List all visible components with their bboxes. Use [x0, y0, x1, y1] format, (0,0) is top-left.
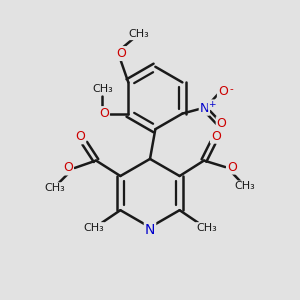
Text: CH₃: CH₃ [128, 29, 149, 39]
Text: O: O [211, 130, 221, 143]
Text: N: N [145, 223, 155, 237]
Text: CH₃: CH₃ [92, 84, 113, 94]
Text: CH₃: CH₃ [83, 223, 104, 233]
Text: +: + [208, 100, 216, 109]
Text: O: O [63, 161, 73, 175]
Text: O: O [227, 160, 237, 174]
Text: CH₃: CH₃ [196, 223, 217, 233]
Text: N: N [200, 102, 209, 115]
Text: O: O [75, 130, 85, 143]
Text: CH₃: CH₃ [44, 183, 65, 193]
Text: O: O [116, 47, 126, 60]
Text: CH₃: CH₃ [234, 182, 255, 191]
Text: O: O [217, 117, 226, 130]
Text: -: - [230, 84, 234, 94]
Text: O: O [99, 107, 109, 120]
Text: O: O [218, 85, 228, 98]
